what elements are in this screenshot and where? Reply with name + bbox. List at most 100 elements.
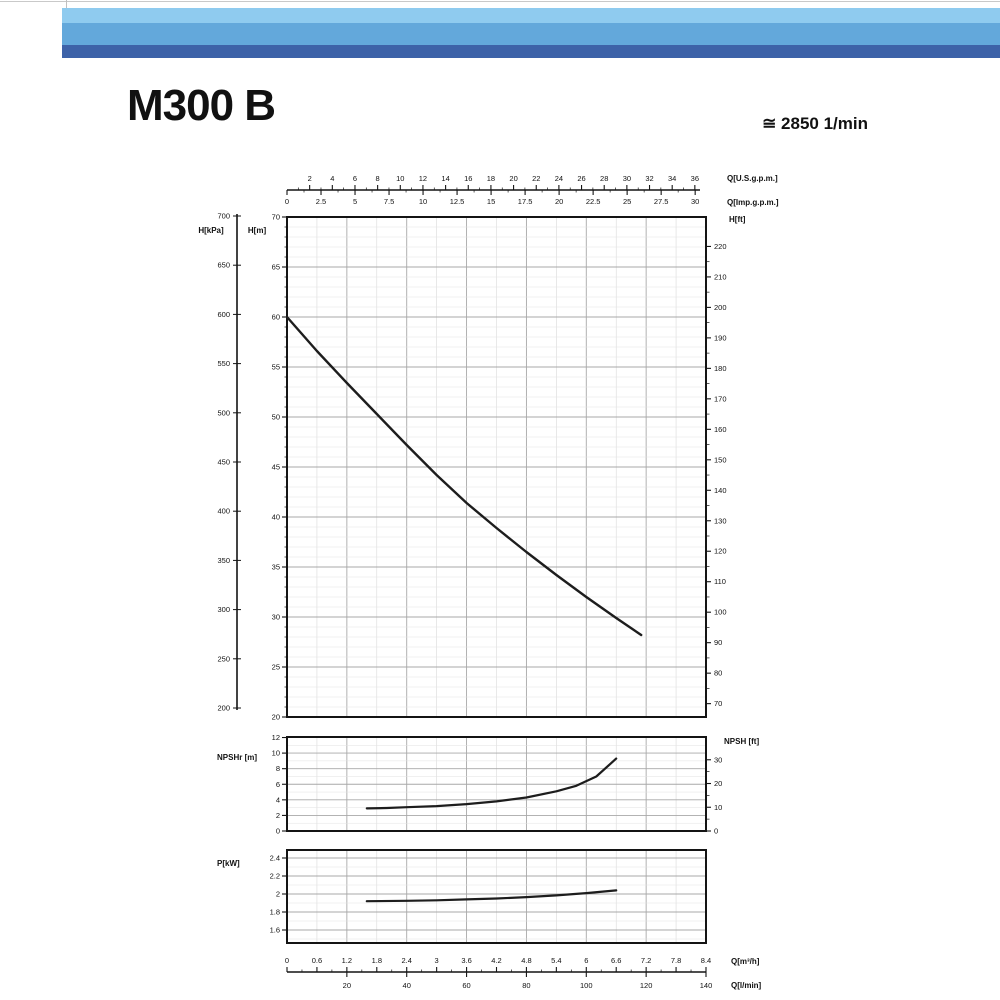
svg-text:2: 2 xyxy=(308,174,312,183)
svg-text:120: 120 xyxy=(714,547,727,556)
svg-text:32: 32 xyxy=(645,174,653,183)
svg-text:12: 12 xyxy=(272,733,280,742)
svg-text:15: 15 xyxy=(487,197,495,206)
svg-text:0: 0 xyxy=(714,827,718,836)
svg-text:30: 30 xyxy=(714,755,722,764)
svg-text:700: 700 xyxy=(217,212,230,221)
svg-text:H[m]: H[m] xyxy=(248,226,267,235)
svg-text:7.2: 7.2 xyxy=(641,956,651,965)
svg-text:6: 6 xyxy=(353,174,357,183)
svg-text:H[ft]: H[ft] xyxy=(729,215,746,224)
svg-text:2.2: 2.2 xyxy=(270,872,280,881)
svg-text:2: 2 xyxy=(276,890,280,899)
svg-text:6: 6 xyxy=(584,956,588,965)
svg-text:5: 5 xyxy=(353,197,357,206)
svg-text:450: 450 xyxy=(217,458,230,467)
svg-text:60: 60 xyxy=(462,981,470,990)
svg-text:8: 8 xyxy=(276,764,280,773)
svg-text:8.4: 8.4 xyxy=(701,956,711,965)
svg-text:3.6: 3.6 xyxy=(461,956,471,965)
svg-text:60: 60 xyxy=(272,313,280,322)
grid xyxy=(287,217,706,943)
svg-text:65: 65 xyxy=(272,263,280,272)
svg-text:100: 100 xyxy=(714,608,727,617)
svg-text:220: 220 xyxy=(714,242,727,251)
power-curve xyxy=(365,889,618,903)
svg-text:40: 40 xyxy=(403,981,411,990)
svg-text:40: 40 xyxy=(272,513,280,522)
svg-text:140: 140 xyxy=(700,981,713,990)
svg-text:14: 14 xyxy=(441,174,449,183)
svg-text:130: 130 xyxy=(714,516,727,525)
svg-text:10: 10 xyxy=(272,749,280,758)
svg-text:Q[U.S.g.p.m.]: Q[U.S.g.p.m.] xyxy=(727,174,778,183)
svg-text:6: 6 xyxy=(276,780,280,789)
svg-text:30: 30 xyxy=(623,174,631,183)
svg-text:250: 250 xyxy=(217,654,230,663)
svg-text:110: 110 xyxy=(714,577,726,586)
page-edge-line xyxy=(0,1,1000,2)
svg-text:3: 3 xyxy=(435,956,439,965)
svg-text:20: 20 xyxy=(509,174,517,183)
banner-stripe-light xyxy=(62,8,1000,23)
svg-text:2: 2 xyxy=(276,811,280,820)
header-banner xyxy=(62,8,1000,58)
svg-text:6.6: 6.6 xyxy=(611,956,621,965)
svg-text:34: 34 xyxy=(668,174,676,183)
svg-text:4.8: 4.8 xyxy=(521,956,531,965)
svg-text:5.4: 5.4 xyxy=(551,956,561,965)
head-chart-left-axis: 70 65 60 55 50 45 40 35 30 25 20 H[m] xyxy=(248,213,287,722)
svg-text:170: 170 xyxy=(714,394,727,403)
svg-text:27.5: 27.5 xyxy=(654,197,669,206)
svg-text:50: 50 xyxy=(272,413,280,422)
svg-text:10: 10 xyxy=(396,174,404,183)
svg-text:18: 18 xyxy=(487,174,495,183)
svg-text:10: 10 xyxy=(419,197,427,206)
svg-text:4: 4 xyxy=(276,795,280,804)
svg-text:0: 0 xyxy=(285,197,289,206)
svg-text:22: 22 xyxy=(532,174,540,183)
svg-text:25: 25 xyxy=(623,197,631,206)
svg-text:55: 55 xyxy=(272,363,280,372)
power-chart-axes: 2.4 2.2 2 1.8 1.6 P[kW] xyxy=(217,854,287,935)
svg-text:600: 600 xyxy=(217,310,230,319)
svg-text:36: 36 xyxy=(691,174,699,183)
curves xyxy=(285,315,643,903)
svg-text:100: 100 xyxy=(580,981,593,990)
head-curve xyxy=(285,315,643,637)
svg-text:H[kPa]: H[kPa] xyxy=(198,226,224,235)
pump-speed: ≅ 2850 1/min xyxy=(762,114,868,133)
bottom-flow-axis: 0 0.6 1.2 1.8 2.4 3 3.6 4.2 4.8 5.4 6 6.6 7.2 7.8 8.4 Q… xyxy=(285,956,762,990)
svg-text:8: 8 xyxy=(376,174,380,183)
svg-text:350: 350 xyxy=(217,556,230,565)
svg-text:20: 20 xyxy=(714,779,722,788)
svg-text:1.8: 1.8 xyxy=(372,956,382,965)
svg-text:90: 90 xyxy=(714,638,722,647)
svg-text:7.8: 7.8 xyxy=(671,956,681,965)
banner-stripe-dark xyxy=(62,45,1000,58)
svg-text:Q[m³/h]: Q[m³/h] xyxy=(731,957,760,966)
svg-text:2.4: 2.4 xyxy=(270,854,280,863)
svg-text:NPSH [ft]: NPSH [ft] xyxy=(724,737,759,746)
svg-text:2.5: 2.5 xyxy=(316,197,326,206)
svg-text:200: 200 xyxy=(714,303,727,312)
svg-text:12: 12 xyxy=(419,174,427,183)
svg-text:120: 120 xyxy=(640,981,653,990)
svg-text:210: 210 xyxy=(714,272,727,281)
svg-text:20: 20 xyxy=(555,197,563,206)
npsh-curve xyxy=(365,757,618,810)
svg-text:140: 140 xyxy=(714,486,727,495)
svg-text:1.2: 1.2 xyxy=(342,956,352,965)
svg-text:160: 160 xyxy=(714,425,727,434)
svg-text:Q[l/min]: Q[l/min] xyxy=(731,981,762,990)
svg-text:20: 20 xyxy=(272,713,280,722)
title-row: M300 B ≅ 2850 1/min xyxy=(0,84,1000,144)
svg-text:25: 25 xyxy=(272,663,280,672)
svg-text:45: 45 xyxy=(272,463,280,472)
svg-text:300: 300 xyxy=(217,605,230,614)
svg-text:24: 24 xyxy=(555,174,563,183)
svg-text:500: 500 xyxy=(217,408,230,417)
